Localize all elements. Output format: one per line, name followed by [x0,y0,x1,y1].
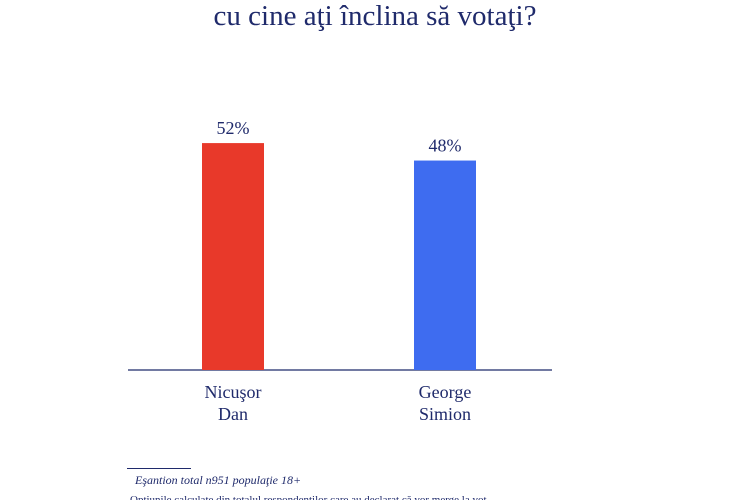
footnote-rule [127,468,191,469]
category-label-1-0: George [419,382,472,402]
chart-title: cu cine aţi înclina să votaţi? [213,0,537,32]
value-label-1: 48% [429,136,462,156]
footnote: Eşantion total n951 populaţie 18+ [135,473,302,487]
bar-1 [414,160,476,370]
category-label-0-0: Nicuşor [205,382,262,402]
category-label-1-1: Simion [419,404,471,424]
footnote-truncated: Opțiunile calculate din totalul responde… [130,494,487,500]
value-label-0: 52% [217,118,250,138]
bar-0 [202,143,264,370]
category-label-0-1: Dan [218,404,248,424]
